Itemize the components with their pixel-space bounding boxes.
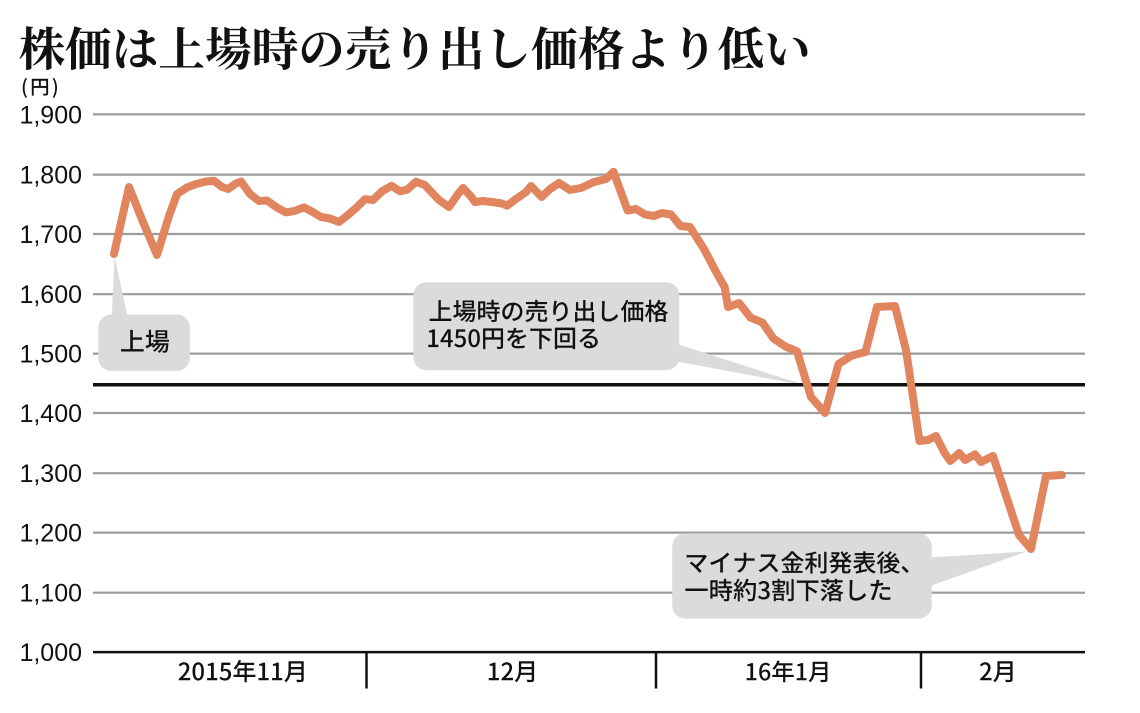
svg-text:1,200: 1,200 — [19, 520, 82, 548]
svg-text:1,400: 1,400 — [19, 400, 82, 428]
svg-text:1,800: 1,800 — [19, 162, 82, 190]
svg-text:1,900: 1,900 — [19, 101, 82, 129]
svg-text:1,500: 1,500 — [19, 341, 82, 369]
svg-text:1,600: 1,600 — [19, 281, 82, 309]
svg-text:1,700: 1,700 — [19, 221, 82, 249]
svg-text:1,100: 1,100 — [19, 580, 82, 608]
svg-text:1,000: 1,000 — [19, 639, 82, 667]
svg-text:1,300: 1,300 — [19, 460, 82, 488]
